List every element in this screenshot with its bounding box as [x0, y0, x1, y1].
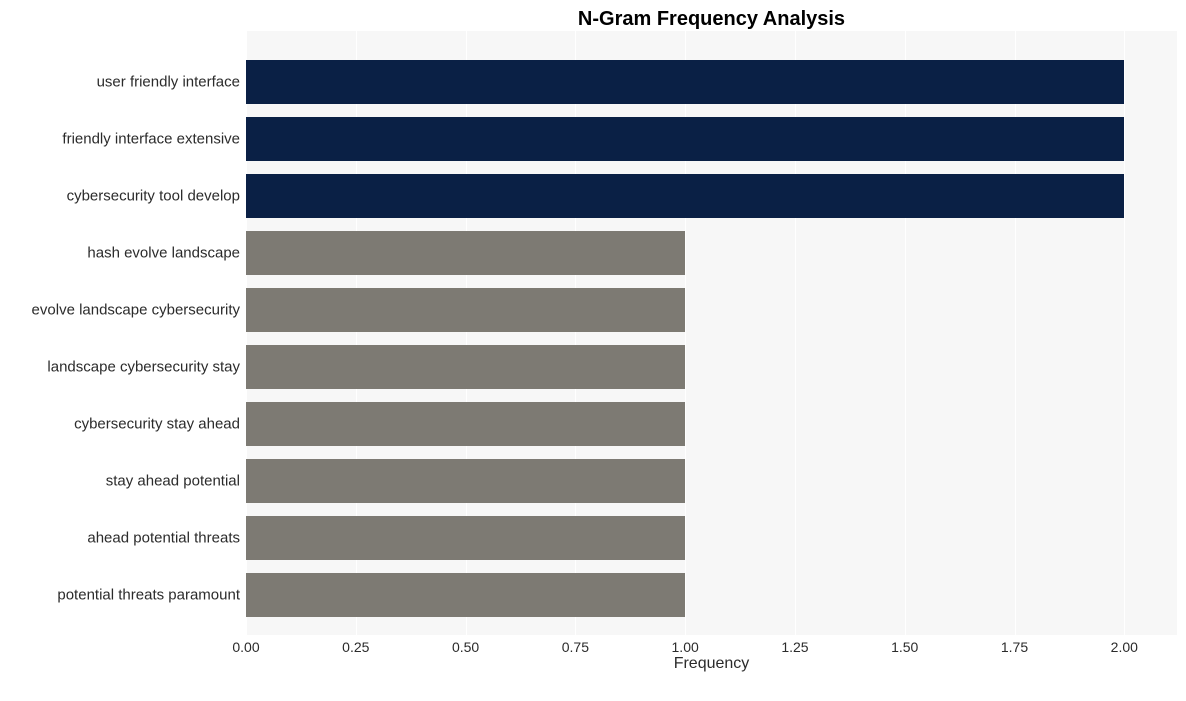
- bar: [246, 60, 1124, 104]
- bar-slot: [246, 231, 685, 275]
- bar: [246, 459, 685, 503]
- bar-slot: [246, 174, 1124, 218]
- bar: [246, 288, 685, 332]
- bar-slot: [246, 459, 685, 503]
- bar-slot: [246, 402, 685, 446]
- x-tick-label: 0.25: [342, 639, 369, 655]
- bar: [246, 345, 685, 389]
- x-tick-label: 0.75: [562, 639, 589, 655]
- bar: [246, 573, 685, 617]
- y-tick-label: ahead potential threats: [87, 530, 240, 547]
- x-tick-label: 1.25: [781, 639, 808, 655]
- y-tick-label: stay ahead potential: [106, 473, 240, 490]
- y-tick-label: friendly interface extensive: [62, 131, 240, 148]
- y-tick-label: landscape cybersecurity stay: [47, 359, 240, 376]
- bar-slot: [246, 345, 685, 389]
- grid-line: [1124, 31, 1125, 635]
- y-tick-label: user friendly interface: [97, 74, 240, 91]
- bar-slot: [246, 117, 1124, 161]
- y-axis-labels: user friendly interface friendly interfac…: [0, 31, 246, 635]
- x-tick-label: 1.00: [672, 639, 699, 655]
- bar: [246, 174, 1124, 218]
- y-tick-label: cybersecurity stay ahead: [74, 416, 240, 433]
- y-tick-label: potential threats paramount: [57, 587, 240, 604]
- x-tick-label: 0.00: [232, 639, 259, 655]
- y-tick-label: hash evolve landscape: [87, 245, 240, 262]
- plot-area: [246, 31, 1177, 635]
- bar-slot: [246, 288, 685, 332]
- bar-slot: [246, 60, 1124, 104]
- bar: [246, 231, 685, 275]
- chart-container: N-Gram Frequency Analysis user friendly …: [0, 0, 1186, 701]
- bar-slot: [246, 516, 685, 560]
- x-tick-label: 1.75: [1001, 639, 1028, 655]
- bar: [246, 402, 685, 446]
- x-tick-label: 0.50: [452, 639, 479, 655]
- x-tick-label: 1.50: [891, 639, 918, 655]
- y-tick-label: evolve landscape cybersecurity: [32, 302, 240, 319]
- x-axis-ticks: 0.000.250.500.751.001.251.501.752.00: [246, 635, 1177, 655]
- x-axis-label: Frequency: [246, 655, 1177, 673]
- chart-title: N-Gram Frequency Analysis: [246, 8, 1177, 31]
- bar-slot: [246, 573, 685, 617]
- bar: [246, 117, 1124, 161]
- plot-row: user friendly interface friendly interfac…: [0, 31, 1186, 635]
- y-tick-label: cybersecurity tool develop: [67, 188, 240, 205]
- x-tick-label: 2.00: [1111, 639, 1138, 655]
- bar: [246, 516, 685, 560]
